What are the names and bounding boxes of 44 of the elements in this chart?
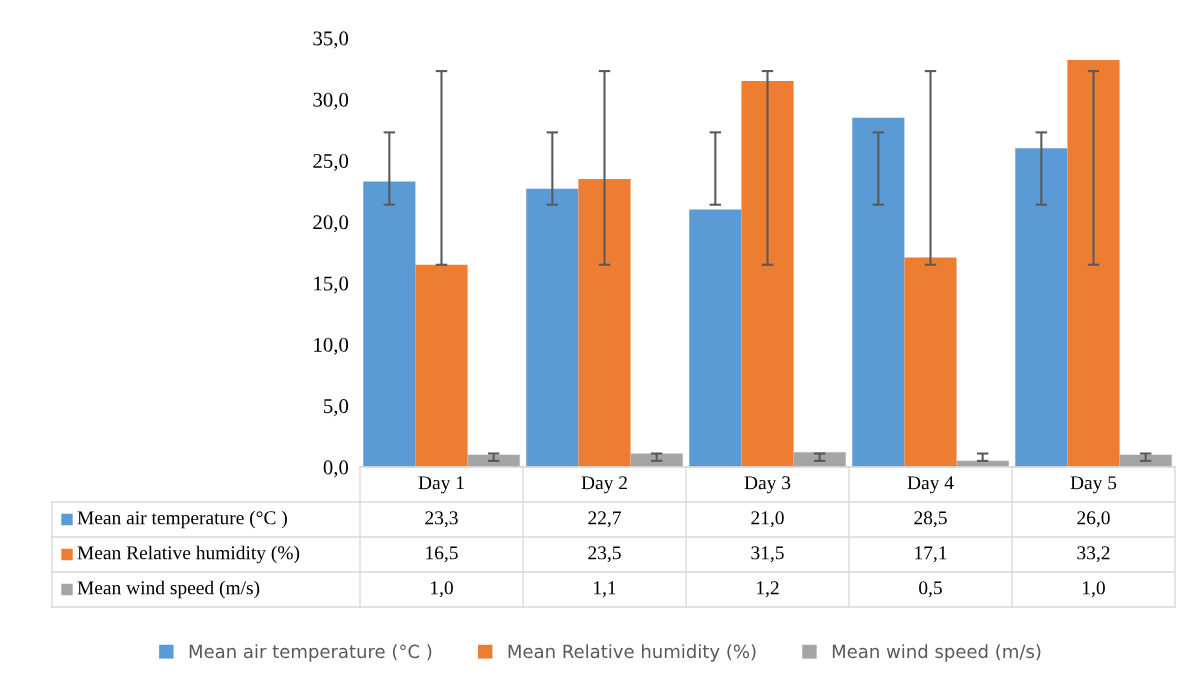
bar xyxy=(741,80,794,467)
x-tick-label: Day 1 xyxy=(418,476,464,494)
data-label: 26,0 xyxy=(1077,511,1110,528)
x-tick-label: Day 2 xyxy=(581,476,627,494)
data-label: 1,2 xyxy=(757,581,779,598)
data-label: 17,1 xyxy=(915,546,947,563)
text: Mean Relative humidity (%) xyxy=(508,644,756,662)
bar xyxy=(363,181,416,467)
data-label: 31,5 xyxy=(751,546,784,563)
data-label: 16,5 xyxy=(426,546,458,563)
data-label: 1,0 xyxy=(431,581,453,598)
bar xyxy=(415,264,468,467)
x-tick-label: Day 5 xyxy=(1070,476,1117,494)
data-label: 1,1 xyxy=(594,581,616,598)
y-tick-label: 15,0 xyxy=(314,276,349,294)
y-tick-label: 30,0 xyxy=(313,92,349,110)
legend-label: Mean air temperature (°C ) xyxy=(77,510,287,529)
data-label: 23,3 xyxy=(425,511,458,528)
y-tick-label: 0,0 xyxy=(323,460,349,478)
text: Mean wind speed (m/s) xyxy=(77,580,260,599)
data-label: 0,5 xyxy=(919,581,942,598)
bar xyxy=(578,178,631,467)
data-label: 22,7 xyxy=(588,511,621,528)
data-label: 28,5 xyxy=(914,511,947,528)
data-label: 23,5 xyxy=(588,546,621,563)
y-tick-label: 20,0 xyxy=(313,215,349,233)
bar xyxy=(1015,148,1068,467)
legend-label: Mean wind speed (m/s) xyxy=(832,644,1041,662)
bar xyxy=(1067,60,1120,467)
bar xyxy=(904,257,957,467)
data-label: 33,2 xyxy=(1077,546,1110,563)
y-tick-label: 5,0 xyxy=(324,399,349,417)
x-tick-label: Day 3 xyxy=(744,476,791,494)
y-tick-label: 25,0 xyxy=(313,153,349,171)
data-label: 1,0 xyxy=(1083,581,1105,598)
legend-label: Mean Relative humidity (%) xyxy=(77,545,300,564)
y-tick-label: 35,0 xyxy=(313,31,349,49)
text: Mean air temperature (°C ) xyxy=(189,644,432,662)
data-label: 21,0 xyxy=(751,511,784,528)
bar xyxy=(689,209,742,467)
x-tick-label: Day 4 xyxy=(907,476,954,494)
bar xyxy=(852,117,905,467)
bar xyxy=(526,188,579,467)
y-tick-label: 10,0 xyxy=(314,337,349,355)
